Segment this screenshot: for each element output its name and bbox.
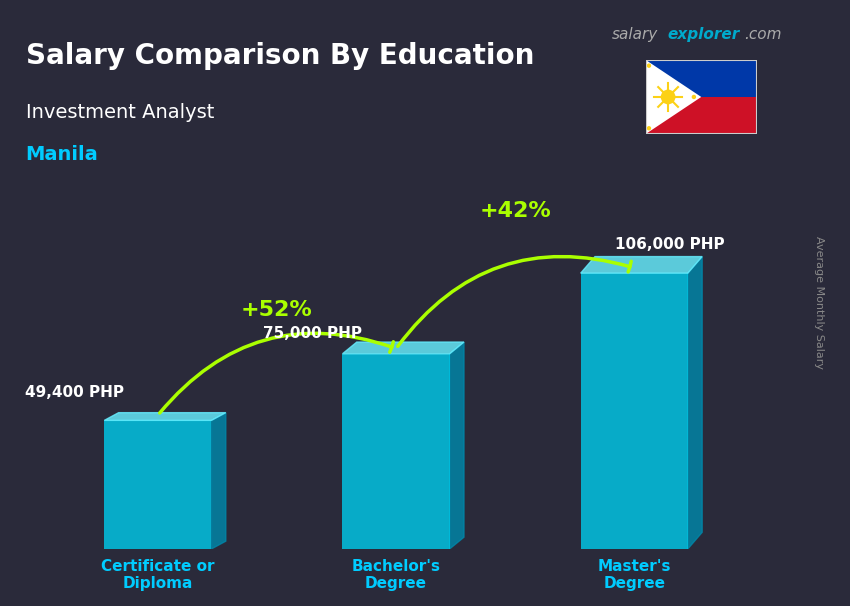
Text: Salary Comparison By Education: Salary Comparison By Education xyxy=(26,42,534,70)
Bar xyxy=(646,60,756,97)
Bar xyxy=(646,97,756,134)
Polygon shape xyxy=(212,413,226,549)
Polygon shape xyxy=(450,342,464,549)
Bar xyxy=(581,273,688,549)
Circle shape xyxy=(660,90,676,104)
Text: explorer: explorer xyxy=(667,27,740,42)
Text: +42%: +42% xyxy=(479,201,551,221)
Text: salary: salary xyxy=(612,27,658,42)
Text: Investment Analyst: Investment Analyst xyxy=(26,103,214,122)
Bar xyxy=(105,421,212,549)
Polygon shape xyxy=(646,60,701,134)
Text: Average Monthly Salary: Average Monthly Salary xyxy=(814,236,824,370)
Text: 106,000 PHP: 106,000 PHP xyxy=(615,238,725,252)
Text: 75,000 PHP: 75,000 PHP xyxy=(264,326,362,341)
Circle shape xyxy=(692,95,696,99)
Polygon shape xyxy=(581,256,702,273)
Text: 49,400 PHP: 49,400 PHP xyxy=(25,385,124,399)
Polygon shape xyxy=(343,342,464,354)
Circle shape xyxy=(647,126,651,130)
Polygon shape xyxy=(105,413,226,421)
Bar xyxy=(343,354,450,549)
Text: Manila: Manila xyxy=(26,145,99,164)
Text: +52%: +52% xyxy=(241,300,313,320)
Circle shape xyxy=(647,64,651,68)
Text: .com: .com xyxy=(744,27,781,42)
Polygon shape xyxy=(688,256,702,549)
